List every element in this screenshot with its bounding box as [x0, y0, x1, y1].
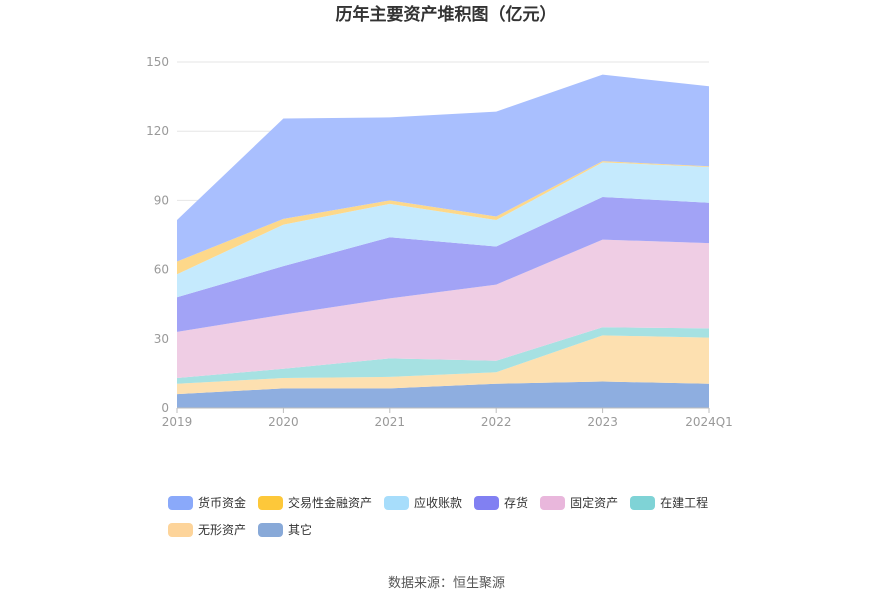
legend-item-trading-financial-assets[interactable]: 交易性金融资产: [258, 494, 372, 511]
legend-label-fixed-assets: 固定资产: [570, 496, 619, 510]
x-tick-label: 2019: [162, 415, 193, 429]
legend-label-other: 其它: [288, 523, 313, 537]
legend-swatch-intangible-assets: [168, 522, 193, 537]
legend-label-receivables: 应收账款: [414, 496, 463, 510]
area-series-3[interactable]: [177, 239, 709, 379]
legend-item-fixed-assets[interactable]: 固定资产: [540, 494, 618, 511]
area-series-7[interactable]: [177, 74, 709, 262]
legend-swatch-inventory: [474, 495, 500, 510]
legend: 货币资金 交易性金融资产 应收账款 存货 固定资产 在建工程 无形资产: [168, 494, 768, 548]
x-tick-label: 2020: [268, 415, 299, 429]
legend-label-intangible-assets: 无形资产: [198, 523, 247, 537]
legend-item-construction-in-progress[interactable]: 在建工程: [630, 494, 708, 511]
y-tick-label: 30: [154, 332, 169, 346]
axes: 0 30 60 90 120 150 2019 2020 2021 2022 2023 2024Q1: [146, 55, 733, 429]
y-tick-label: 90: [154, 193, 169, 207]
area-series-5[interactable]: [177, 162, 709, 298]
legend-swatch-trading-financial-assets: [258, 495, 284, 510]
legend-item-other[interactable]: 其它: [258, 521, 312, 538]
legend-swatch-fixed-assets: [540, 495, 566, 510]
y-tick-label: 150: [146, 55, 169, 69]
area-series-1[interactable]: [177, 335, 709, 395]
legend-swatch-receivables: [384, 495, 410, 510]
legend-swatch-cash: [168, 495, 193, 510]
area-series-2[interactable]: [177, 327, 709, 384]
legend-swatch-other: [258, 522, 284, 537]
x-tick-label: 2021: [375, 415, 406, 429]
plot-area: [177, 74, 709, 408]
area-series-4[interactable]: [177, 196, 709, 332]
legend-label-cash: 货币资金: [198, 496, 247, 510]
y-tick-label: 0: [161, 401, 169, 415]
legend-item-intangible-assets[interactable]: 无形资产: [168, 521, 246, 538]
legend-row-2: 无形资产 其它: [168, 521, 768, 538]
legend-label-inventory: 存货: [504, 496, 529, 510]
legend-row-1: 货币资金 交易性金融资产 应收账款 存货 固定资产 在建工程: [168, 494, 768, 511]
data-source: 数据来源：恒生聚源: [387, 576, 505, 591]
legend-label-trading-financial-assets: 交易性金融资产: [288, 496, 373, 510]
legend-item-inventory[interactable]: 存货: [474, 494, 528, 511]
y-tick-label: 60: [154, 263, 169, 277]
x-tick-label: 2024Q1: [685, 415, 733, 429]
x-tick-label: 2022: [481, 415, 512, 429]
area-series-0[interactable]: [177, 381, 709, 408]
x-tick-label: 2023: [587, 415, 618, 429]
chart-title: 历年主要资产堆积图（亿元）: [336, 4, 557, 25]
y-tick-label: 120: [146, 124, 169, 138]
legend-item-receivables[interactable]: 应收账款: [384, 494, 462, 511]
legend-item-cash[interactable]: 货币资金: [168, 494, 246, 511]
legend-swatch-construction-in-progress: [630, 495, 656, 510]
legend-label-construction-in-progress: 在建工程: [660, 496, 709, 510]
